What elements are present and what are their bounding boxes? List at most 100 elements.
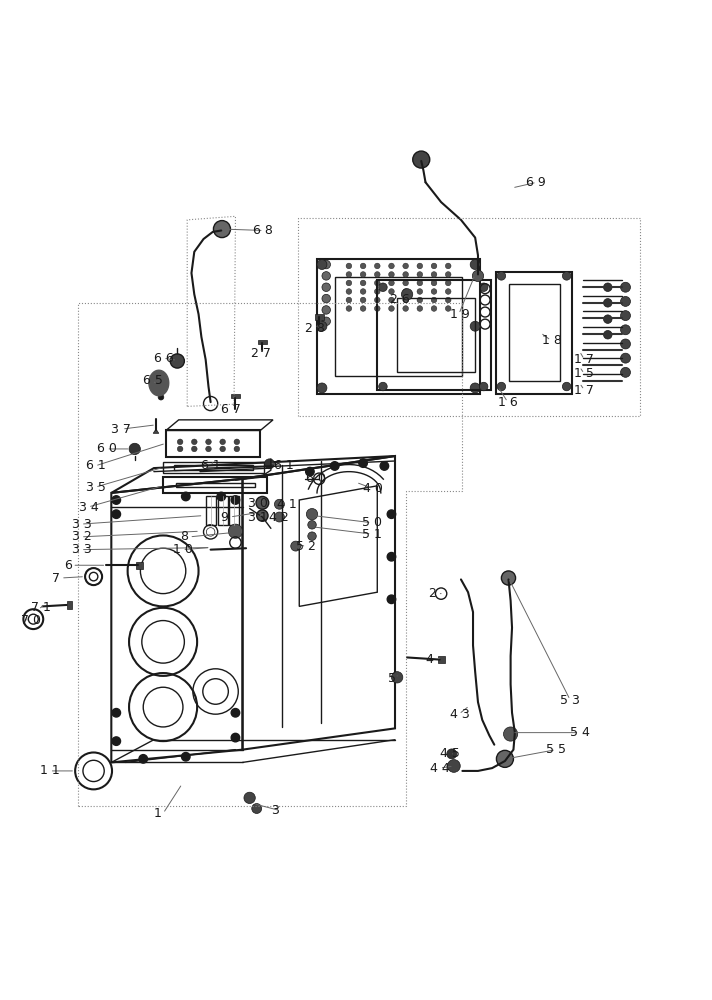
Text: 3 7: 3 7 — [111, 423, 131, 436]
Circle shape — [360, 306, 366, 311]
Text: 1 7: 1 7 — [575, 384, 595, 397]
Circle shape — [379, 283, 387, 291]
Circle shape — [139, 755, 147, 763]
Circle shape — [431, 272, 437, 277]
Circle shape — [346, 272, 352, 277]
Circle shape — [112, 510, 120, 518]
Circle shape — [403, 272, 409, 277]
Circle shape — [322, 272, 330, 280]
Text: 4: 4 — [426, 653, 434, 666]
Text: 6 6: 6 6 — [154, 352, 174, 365]
Text: 7 1: 7 1 — [31, 601, 51, 614]
Circle shape — [446, 306, 451, 311]
Circle shape — [431, 297, 437, 303]
Text: 1 9: 1 9 — [449, 308, 469, 321]
Text: 2: 2 — [429, 587, 436, 600]
Circle shape — [206, 439, 211, 445]
Circle shape — [446, 272, 451, 277]
Text: 4 2: 4 2 — [269, 511, 289, 524]
Text: 3 1: 3 1 — [248, 511, 268, 524]
Text: 5 0: 5 0 — [362, 516, 382, 529]
Circle shape — [403, 306, 409, 311]
Circle shape — [496, 750, 513, 767]
Circle shape — [375, 263, 380, 269]
Text: 5 2: 5 2 — [295, 540, 315, 553]
Circle shape — [387, 510, 396, 518]
Circle shape — [446, 263, 451, 269]
Circle shape — [604, 315, 612, 323]
Circle shape — [182, 492, 190, 501]
Circle shape — [192, 439, 197, 445]
Circle shape — [501, 571, 515, 585]
Polygon shape — [153, 429, 159, 433]
Text: 6 0: 6 0 — [97, 442, 117, 455]
Text: 5: 5 — [388, 672, 396, 685]
Text: 3 4: 3 4 — [80, 501, 99, 514]
Circle shape — [158, 394, 164, 400]
Circle shape — [403, 289, 409, 294]
Circle shape — [112, 737, 120, 745]
Text: 6 8: 6 8 — [253, 224, 273, 237]
Circle shape — [417, 306, 423, 311]
Text: 3: 3 — [271, 804, 279, 817]
Circle shape — [375, 272, 380, 277]
Polygon shape — [231, 394, 240, 398]
Circle shape — [413, 151, 430, 168]
Circle shape — [206, 446, 211, 452]
Circle shape — [417, 272, 423, 277]
Circle shape — [322, 283, 330, 291]
Circle shape — [360, 289, 366, 294]
Circle shape — [256, 496, 268, 509]
Circle shape — [621, 311, 630, 321]
Text: 9: 9 — [220, 511, 228, 524]
Text: 2 7: 2 7 — [251, 347, 271, 360]
Circle shape — [503, 727, 518, 741]
Circle shape — [192, 446, 197, 452]
Text: 5 4: 5 4 — [570, 726, 590, 739]
Text: 6 1: 6 1 — [86, 459, 106, 472]
Circle shape — [479, 382, 488, 391]
Text: 1 0: 1 0 — [173, 543, 193, 556]
Circle shape — [403, 280, 409, 286]
Circle shape — [231, 496, 240, 504]
Circle shape — [112, 496, 120, 504]
Text: 7 0: 7 0 — [21, 614, 41, 627]
Circle shape — [402, 289, 413, 300]
Text: 6: 6 — [64, 559, 72, 572]
Circle shape — [431, 280, 437, 286]
Circle shape — [322, 306, 330, 314]
Text: 1 7: 1 7 — [575, 353, 595, 366]
Text: 1 5: 1 5 — [575, 367, 595, 380]
Circle shape — [359, 459, 367, 467]
Circle shape — [389, 272, 394, 277]
Circle shape — [389, 280, 394, 286]
Text: 4 3: 4 3 — [449, 708, 469, 721]
Circle shape — [360, 263, 366, 269]
Circle shape — [177, 446, 183, 452]
Text: 2 8: 2 8 — [305, 322, 325, 335]
Circle shape — [621, 296, 630, 306]
Circle shape — [470, 321, 480, 331]
Circle shape — [403, 297, 409, 303]
Circle shape — [217, 492, 226, 501]
Circle shape — [346, 297, 352, 303]
Circle shape — [220, 446, 226, 452]
Text: 5 3: 5 3 — [560, 694, 580, 707]
Circle shape — [231, 709, 240, 717]
Circle shape — [621, 367, 630, 377]
Text: 2 6: 2 6 — [390, 293, 410, 306]
Circle shape — [562, 382, 571, 391]
Text: 6 1: 6 1 — [201, 459, 221, 472]
Circle shape — [387, 552, 396, 561]
Circle shape — [360, 280, 366, 286]
Circle shape — [379, 382, 387, 391]
Circle shape — [322, 317, 330, 326]
Bar — [206, 496, 216, 525]
Circle shape — [182, 752, 190, 761]
Text: 4 4: 4 4 — [431, 762, 450, 775]
Text: 1 6: 1 6 — [498, 396, 518, 409]
Circle shape — [274, 512, 284, 522]
Circle shape — [417, 280, 423, 286]
Circle shape — [360, 297, 366, 303]
Text: 6 0: 6 0 — [306, 472, 326, 485]
